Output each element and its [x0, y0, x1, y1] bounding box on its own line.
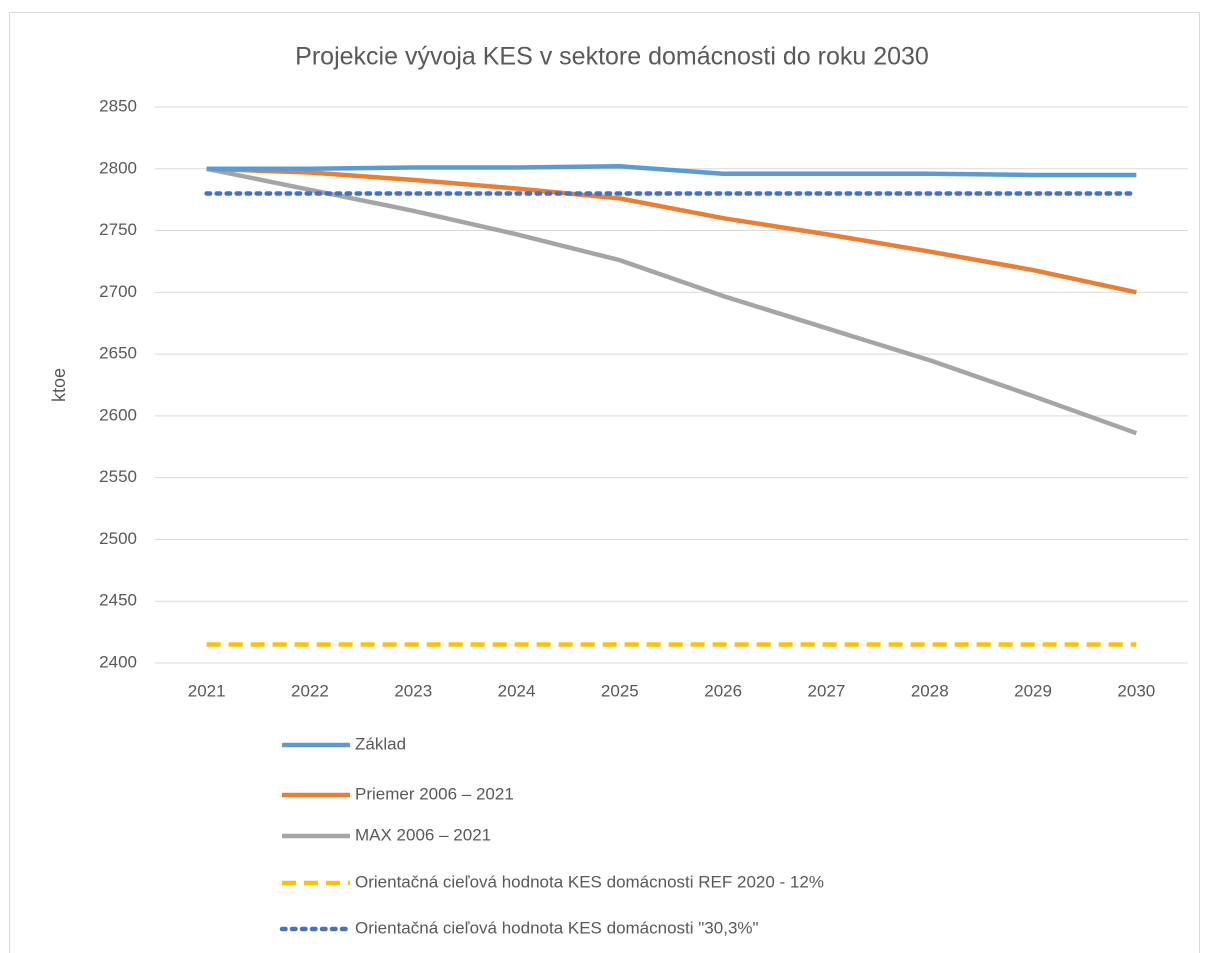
y-tick-label: 2650 — [99, 344, 137, 363]
y-axis-label: ktoe — [49, 368, 69, 402]
y-tick-label: 2750 — [99, 220, 137, 239]
legend-label: Priemer 2006 – 2021 — [355, 784, 514, 803]
x-tick-label: 2027 — [808, 681, 846, 700]
series-line — [206, 166, 1138, 436]
chart-border — [9, 12, 1200, 953]
y-tick-label: 2600 — [99, 405, 137, 424]
x-tick-label: 2023 — [394, 681, 432, 700]
series-line — [206, 166, 1137, 295]
x-tick-label: 2028 — [911, 681, 949, 700]
x-tick-label: 2022 — [291, 681, 329, 700]
legend-label: Orientačná cieľová hodnota KES domácnost… — [355, 872, 824, 891]
series-line — [206, 164, 1137, 178]
y-tick-label: 2500 — [99, 529, 137, 548]
x-tick-label: 2025 — [601, 681, 639, 700]
y-tick-label: 2850 — [99, 96, 137, 115]
y-tick-label: 2450 — [99, 591, 137, 610]
y-tick-label: 2400 — [99, 652, 137, 671]
legend-label: Orientačná cieľová hodnota KES domácnost… — [355, 918, 759, 937]
x-tick-label: 2021 — [188, 681, 226, 700]
legend-label: MAX 2006 – 2021 — [355, 825, 491, 844]
legend-label: Základ — [355, 734, 406, 753]
y-tick-label: 2700 — [99, 282, 137, 301]
y-tick-label: 2550 — [99, 467, 137, 486]
x-tick-label: 2026 — [704, 681, 742, 700]
x-tick-label: 2029 — [1014, 681, 1052, 700]
x-tick-label: 2030 — [1117, 681, 1155, 700]
x-tick-label: 2024 — [498, 681, 536, 700]
chart-title: Projekcie vývoja KES v sektore domácnost… — [295, 43, 929, 71]
y-tick-label: 2800 — [99, 158, 137, 177]
